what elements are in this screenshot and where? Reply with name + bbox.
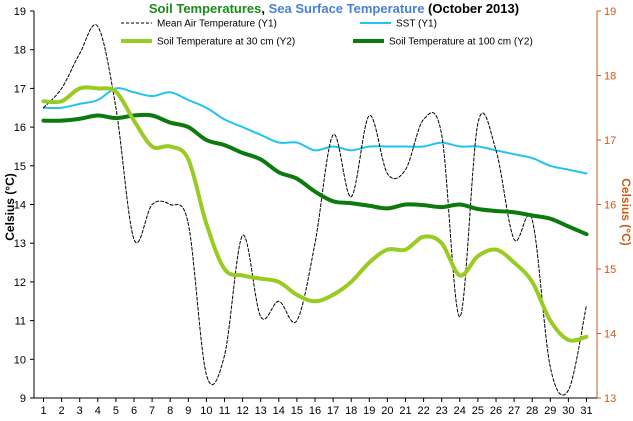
- x-tick-label: 23: [436, 405, 448, 417]
- x-tick-label: 4: [95, 405, 101, 417]
- x-tick-label: 30: [562, 405, 574, 417]
- chart-title: Soil Temperatures, Sea Surface Temperatu…: [149, 1, 519, 16]
- y-right-tick-label: 14: [604, 329, 616, 341]
- x-tick-label: 14: [273, 405, 285, 417]
- x-tick-label: 1: [40, 405, 46, 417]
- y-left-tick-label: 11: [15, 316, 26, 328]
- x-tick-label: 22: [417, 405, 429, 417]
- legend-sst-label: SST (Y1): [396, 19, 437, 30]
- y-left-tick-label: 19: [14, 6, 26, 18]
- title-part-sst: Sea Surface Temperature: [269, 1, 425, 16]
- y-left-tick-label: 13: [14, 238, 26, 250]
- title-separator: ,: [261, 1, 268, 16]
- series-soil-30cm: [41, 85, 589, 343]
- legend: Mean Air Temperature (Y1) SST (Y1) Soil Te…: [121, 19, 533, 48]
- x-tick-label: 31: [580, 405, 592, 417]
- series-mean-air-temperature: [43, 24, 587, 396]
- y-left-tick-label: 15: [14, 161, 26, 173]
- y-right-tick-label: 16: [604, 200, 616, 212]
- x-tick-label: 12: [236, 405, 248, 417]
- title-part-soil: Soil Temperatures: [149, 1, 261, 16]
- x-tick-label: 17: [327, 405, 339, 417]
- series-sst: [42, 87, 588, 175]
- x-tick-label: 2: [59, 405, 65, 417]
- x-tick-label: 5: [113, 405, 119, 417]
- y-right-tick-label: 17: [604, 135, 616, 147]
- series-soil-100cm: [41, 112, 589, 237]
- x-tick-label: 20: [381, 405, 393, 417]
- y-right-tick-label: 18: [604, 71, 616, 83]
- x-tick-label: 8: [167, 405, 173, 417]
- legend-mean-air-temperature-label: Mean Air Temperature (Y1): [157, 19, 277, 30]
- x-tick-label: 6: [131, 405, 137, 417]
- x-tick-label: 3: [77, 405, 83, 417]
- y-right-tick-label: 15: [604, 264, 616, 276]
- x-tick-label: 16: [309, 405, 321, 417]
- x-tick-label: 18: [345, 405, 357, 417]
- x-tick-label: 21: [399, 405, 411, 417]
- x-tick-label: 7: [149, 405, 155, 417]
- y-left-tick-label: 18: [14, 45, 26, 57]
- legend-soil-30cm-label: Soil Temperature at 30 cm (Y2): [157, 37, 295, 48]
- x-tick-label: 28: [526, 405, 538, 417]
- x-tick-label: 26: [490, 405, 502, 417]
- y-right-tick-label: 19: [604, 6, 616, 18]
- x-tick-label: 24: [454, 405, 466, 417]
- y-axis-left-title: Celsius (°C): [3, 173, 17, 240]
- y-left-tick-label: 10: [14, 354, 26, 366]
- y-left-tick-label: 14: [14, 200, 26, 212]
- y-axis-right-title: Celsius (°C): [619, 178, 633, 245]
- x-tick-label: 13: [255, 405, 267, 417]
- x-tick-label: 11: [219, 405, 230, 417]
- y-left-tick-label: 17: [14, 83, 26, 95]
- x-tick-label: 10: [200, 405, 212, 417]
- y-left-tick-label: 9: [20, 393, 26, 405]
- x-tick-label: 15: [291, 405, 303, 417]
- y-right-tick-label: 13: [604, 393, 616, 405]
- y-left-tick-label: 16: [14, 122, 26, 134]
- x-tick-label: 19: [363, 405, 375, 417]
- x-tick-label: 29: [544, 405, 556, 417]
- x-tick-label: 27: [508, 405, 520, 417]
- x-tick-label: 9: [185, 405, 191, 417]
- y-left-tick-label: 12: [14, 277, 26, 289]
- legend-soil-100cm-label: Soil Temperature at 100 cm (Y2): [389, 37, 533, 48]
- series-lines: [41, 24, 589, 396]
- title-part-date: (October 2013): [424, 1, 519, 16]
- x-tick-label: 25: [472, 405, 484, 417]
